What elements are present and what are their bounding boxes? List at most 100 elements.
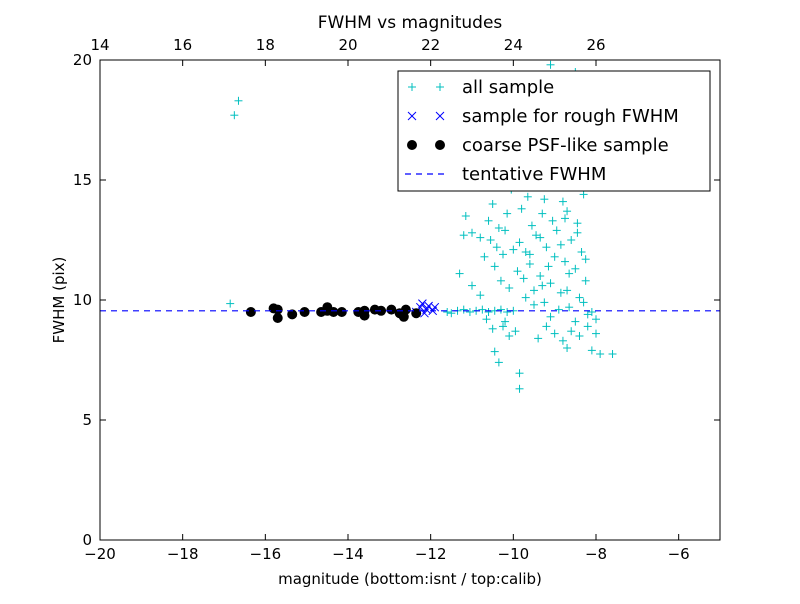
- all-sample-point-57: [536, 272, 545, 280]
- all-sample-point-63: [548, 216, 557, 225]
- all-sample-point-0: [234, 96, 243, 105]
- all-sample-point-113: [546, 60, 555, 69]
- all-sample-point-32: [509, 245, 518, 254]
- rough-fwhm-sample-point-2-b: [418, 299, 427, 308]
- all-sample-point-22: [488, 200, 497, 208]
- all-sample-point-96: [575, 332, 584, 340]
- all-sample-point-82: [530, 300, 538, 309]
- psf-like-sample-point-19: [400, 304, 411, 315]
- all-sample-point-92: [542, 322, 551, 331]
- all-sample-point-18: [476, 233, 485, 242]
- y-tick-label-0: 0: [82, 531, 92, 549]
- top-tick-label-4: 22: [421, 36, 440, 54]
- all-sample-point-69: [561, 257, 569, 266]
- data-layer: [100, 60, 720, 393]
- all-sample-point-19: [480, 252, 489, 261]
- legend-marker-1-b: [435, 111, 445, 121]
- all-sample-point-68: [558, 197, 567, 206]
- all-sample-point-21: [486, 236, 495, 244]
- all-sample-point-62: [546, 279, 555, 288]
- all-sample-point-86: [563, 286, 572, 295]
- all-sample-point-95: [567, 327, 576, 336]
- all-sample-point-120: [573, 228, 582, 237]
- all-sample-point-83: [538, 281, 547, 290]
- all-sample-point-101: [596, 350, 605, 358]
- all-sample-point-74: [571, 264, 580, 273]
- all-sample-point-45: [511, 327, 520, 336]
- all-sample-point-9: [478, 305, 487, 314]
- x-tick-label-7: −6: [668, 545, 690, 563]
- psf-like-sample-point-13: [359, 310, 370, 321]
- all-sample-point-27: [499, 250, 507, 259]
- all-sample-point-4: [447, 309, 456, 318]
- legend: all sample sample for rough FWHM coarse PS…: [397, 70, 711, 192]
- all-sample-point-64: [550, 252, 559, 261]
- all-sample-point-47: [515, 238, 524, 247]
- x-tick-label-2: −16: [250, 545, 282, 563]
- all-sample-point-59: [540, 298, 549, 307]
- all-sample-point-49: [519, 274, 528, 283]
- all-sample-point-70: [563, 207, 572, 216]
- all-sample-point-15: [459, 231, 468, 240]
- legend-marker-0-a: [408, 83, 416, 91]
- all-sample-point-115: [525, 250, 534, 259]
- all-sample-point-102: [608, 350, 617, 358]
- all-sample-point-118: [556, 240, 565, 249]
- all-sample-point-41: [501, 317, 510, 326]
- all-sample-point-117: [544, 262, 553, 271]
- all-sample-point-52: [525, 260, 534, 268]
- y-tick-label-2: 10: [73, 291, 92, 309]
- all-sample-point-34: [468, 281, 476, 290]
- x-tick-label-5: −10: [498, 545, 530, 563]
- all-sample-point-6: [459, 305, 468, 314]
- all-sample-point-98: [592, 329, 600, 338]
- psf-like-sample-point-4: [287, 309, 298, 320]
- all-sample-point-37: [488, 324, 497, 333]
- all-sample-point-90: [592, 315, 600, 324]
- all-sample-point-76: [575, 293, 584, 302]
- y-tick-label-1: 5: [82, 411, 92, 429]
- all-sample-point-40: [499, 322, 507, 331]
- all-sample-point-26: [496, 276, 505, 285]
- all-sample-point-91: [534, 334, 543, 343]
- all-sample-point-28: [501, 226, 510, 235]
- psf-like-sample-point-3: [272, 313, 283, 323]
- all-sample-point-48: [517, 204, 526, 213]
- x-tick-label-4: −12: [415, 545, 447, 563]
- all-sample-point-72: [567, 236, 576, 244]
- psf-like-sample-point-20: [411, 308, 422, 319]
- psf-like-sample-point-2: [272, 304, 283, 315]
- all-sample-point-36: [482, 315, 491, 324]
- all-sample-point-93: [550, 329, 559, 338]
- all-sample-point-50: [521, 248, 530, 256]
- all-sample-point-81: [521, 293, 530, 302]
- all-sample-point-79: [581, 276, 590, 285]
- psf-like-sample-point-0: [245, 307, 256, 317]
- all-sample-point-23: [490, 262, 499, 271]
- all-sample-point-116: [536, 233, 545, 242]
- legend-marker-2-a: [407, 140, 417, 150]
- legend-label-2: coarse PSF-like sample: [462, 135, 669, 156]
- rough-fwhm-sample-point-2: [418, 299, 427, 308]
- all-sample-point-35: [476, 291, 485, 300]
- all-sample-point-67: [556, 288, 565, 297]
- all-sample-point-85: [554, 305, 563, 314]
- all-sample-point-17: [468, 228, 476, 237]
- all-sample-point-12: [496, 305, 505, 314]
- psf-like-sample-point-10: [336, 307, 347, 317]
- all-sample-point-87: [571, 317, 580, 326]
- all-sample-point-119: [565, 269, 574, 278]
- all-sample-point-10: [484, 308, 493, 316]
- all-sample-point-89: [587, 308, 596, 316]
- all-sample-point-58: [538, 209, 547, 218]
- x-tick-label-6: −8: [585, 545, 607, 563]
- all-sample-point-77: [577, 248, 586, 256]
- all-sample-point-60: [542, 243, 551, 252]
- x-axis-label: magnitude (bottom:isnt / top:calib): [278, 570, 542, 588]
- all-sample-point-42: [505, 332, 514, 340]
- y-tick-label-4: 20: [73, 51, 92, 69]
- all-sample-point-44: [515, 384, 524, 393]
- all-sample-point-43: [515, 369, 524, 378]
